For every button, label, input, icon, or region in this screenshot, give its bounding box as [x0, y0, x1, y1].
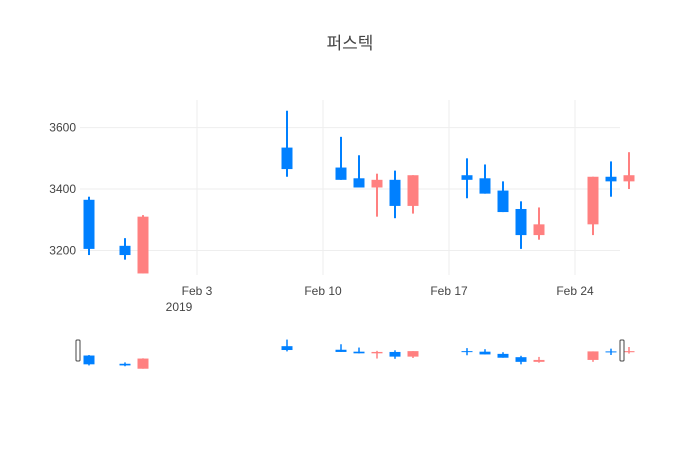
- rangeslider[interactable]: [75, 339, 635, 369]
- rangeslider-body: [479, 351, 491, 355]
- rangeslider-candle: [623, 347, 635, 354]
- rangeslider-candle: [407, 351, 419, 358]
- candle-body: [461, 175, 473, 180]
- candle: [83, 196, 95, 256]
- rangeslider-body: [533, 359, 545, 362]
- rangeslider-body: [83, 355, 95, 365]
- candle-body: [479, 178, 491, 194]
- candle-body: [533, 224, 545, 236]
- rangeslider-candle: [587, 351, 599, 362]
- rangeslider-body: [389, 351, 401, 357]
- rangeslider-body: [461, 351, 473, 353]
- candle-body: [587, 176, 599, 225]
- rangeslider-right-handle[interactable]: [619, 339, 625, 362]
- rangeslider-body: [119, 363, 131, 366]
- candle: [461, 158, 473, 199]
- candle-body: [407, 175, 419, 206]
- candle: [497, 181, 509, 213]
- candle-body: [623, 175, 635, 182]
- rangeslider-body: [371, 351, 383, 354]
- candle-body: [497, 190, 509, 213]
- rangeslider-body: [605, 351, 617, 353]
- candle: [479, 164, 491, 194]
- rangeslider-candle: [389, 350, 401, 359]
- y-tick-label: 3400: [49, 182, 76, 196]
- candle: [587, 176, 599, 236]
- rangeslider-body: [353, 351, 365, 354]
- candle-body: [335, 167, 347, 180]
- candle-body: [281, 147, 293, 170]
- rangeslider-candle: [461, 348, 473, 356]
- rangeslider-candle: [533, 356, 545, 363]
- rangeslider-candle: [515, 355, 527, 365]
- candle: [515, 201, 527, 249]
- rangeslider-body: [623, 351, 635, 353]
- rangeslider-body: [281, 346, 293, 351]
- rangeslider-candle: [137, 358, 149, 369]
- candle: [407, 175, 419, 214]
- chart-title: 퍼스텍: [327, 34, 374, 54]
- x-tick-label: Feb 24: [556, 284, 594, 298]
- rangeslider-body: [407, 351, 419, 357]
- candle: [281, 110, 293, 177]
- x-tick-label: Feb 10: [304, 284, 342, 298]
- candle: [119, 238, 131, 260]
- y-tick-label: 3600: [49, 121, 76, 135]
- rangeslider-candle: [605, 348, 617, 355]
- candle: [353, 155, 365, 188]
- candles: [83, 110, 635, 274]
- rangeslider-candle: [281, 339, 293, 352]
- rangeslider-body: [335, 349, 347, 352]
- y-tick-label: 3200: [49, 243, 76, 257]
- rangeslider-candle: [353, 347, 365, 354]
- candle: [605, 161, 617, 197]
- rangeslider-candle: [479, 349, 491, 355]
- rangeslider-candle: [119, 362, 131, 367]
- x-tick-label: Feb 3: [182, 284, 213, 298]
- candle-body: [389, 179, 401, 206]
- x-year-label: 2019: [166, 300, 193, 314]
- x-axis: Feb 3 Feb 10 Feb 17 Feb 24: [182, 284, 594, 298]
- rangeslider-candle: [83, 354, 95, 366]
- rangeslider-left-handle[interactable]: [75, 339, 81, 362]
- x-tick-label: Feb 17: [430, 284, 468, 298]
- y-axis: 3200 3400 3600: [49, 121, 76, 258]
- candle: [137, 215, 149, 274]
- rangeslider-candle: [371, 350, 383, 359]
- candle: [389, 170, 401, 219]
- rangeslider-body: [587, 351, 599, 360]
- rangeslider-candle: [335, 344, 347, 352]
- rangeslider-body: [137, 358, 149, 369]
- candle-body: [353, 178, 365, 188]
- rangeslider-body: [515, 357, 527, 362]
- candle-body: [83, 199, 95, 249]
- candle: [335, 136, 347, 180]
- rangeslider-body: [497, 353, 509, 358]
- gridlines: [80, 100, 620, 275]
- candle-body: [515, 208, 527, 236]
- candle: [623, 152, 635, 190]
- candle-body: [119, 245, 131, 256]
- candle-body: [371, 179, 383, 188]
- candle-body: [137, 216, 149, 274]
- rangeslider-candle: [497, 352, 509, 358]
- candle: [533, 207, 545, 240]
- candle-body: [605, 176, 617, 182]
- candle: [371, 173, 383, 217]
